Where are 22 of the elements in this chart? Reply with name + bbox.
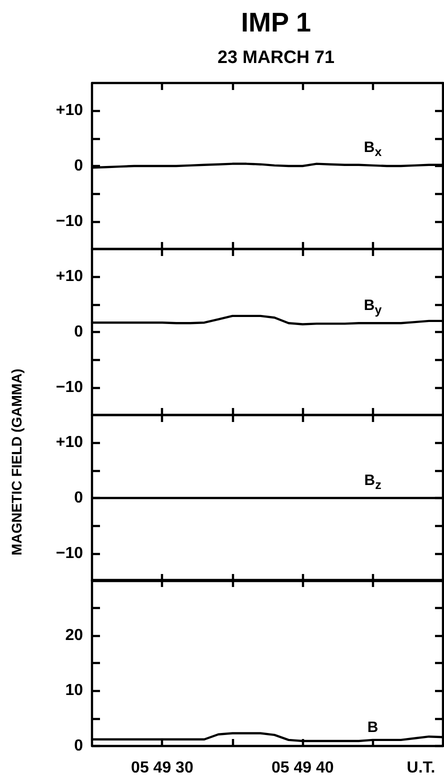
x-axis-title: U.T. (406, 760, 436, 777)
y-axis-title: MAGNETIC FIELD (GAMMA) (8, 368, 24, 556)
series-label: B (367, 719, 378, 736)
y-tick-label: 0 (74, 323, 84, 340)
y-tick-label: +10 (56, 102, 84, 120)
y-tick-label: 0 (74, 489, 84, 506)
y-tick-label: +10 (56, 268, 84, 285)
y-tick-label: 10 (65, 682, 84, 700)
x-tick-label: 05 49 40 (271, 760, 334, 777)
chart-subtitle: 23 MARCH 71 (217, 47, 335, 67)
y-tick-label: −10 (56, 544, 84, 562)
series-label: B$_{y}$ (364, 296, 382, 318)
y-tick-label: 0 (74, 738, 84, 755)
chart-title: IMP 1 (240, 8, 312, 38)
x-tick-label: 05 49 30 (131, 760, 194, 777)
y-tick-label: −10 (56, 212, 84, 230)
y-tick-label: +10 (56, 434, 84, 451)
series-label: B$_{x}$ (364, 139, 382, 160)
y-tick-label: −10 (56, 378, 84, 396)
series-label: B$_{z}$ (364, 472, 382, 492)
y-tick-label: 0 (74, 158, 84, 174)
y-tick-label: 20 (65, 627, 84, 644)
